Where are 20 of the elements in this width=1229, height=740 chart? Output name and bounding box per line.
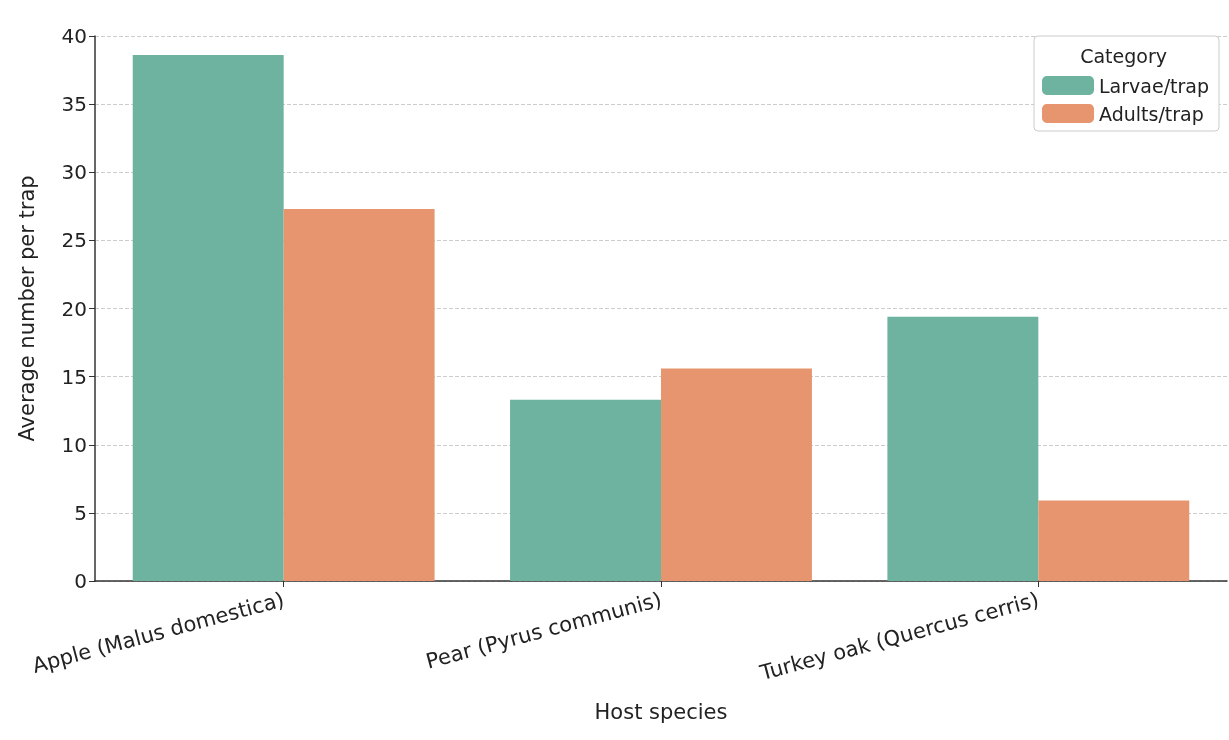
bar: [283, 209, 435, 581]
legend-title: Category: [1080, 44, 1168, 67]
bar: [132, 55, 284, 581]
y-tick-label: 40: [61, 24, 87, 48]
legend-label: Adults/trap: [1099, 102, 1204, 125]
y-tick-label: 20: [61, 296, 87, 321]
y-tick-label: 35: [61, 92, 87, 117]
y-tick-label: 0: [74, 569, 87, 593]
legend-label: Larvae/trap: [1099, 74, 1209, 97]
y-tick-label: 30: [61, 160, 87, 185]
bar: [661, 368, 812, 581]
y-axis-title: Average number per trap: [14, 175, 39, 442]
y-tick-label: 25: [61, 228, 87, 253]
y-tick-label: 15: [61, 364, 87, 389]
y-tick-label: 10: [61, 432, 87, 457]
y-tick-label: 5: [74, 500, 87, 525]
bar: [887, 316, 1039, 581]
x-axis-title: Host species: [594, 699, 728, 724]
bar: [510, 399, 661, 581]
bar: [1038, 500, 1190, 581]
